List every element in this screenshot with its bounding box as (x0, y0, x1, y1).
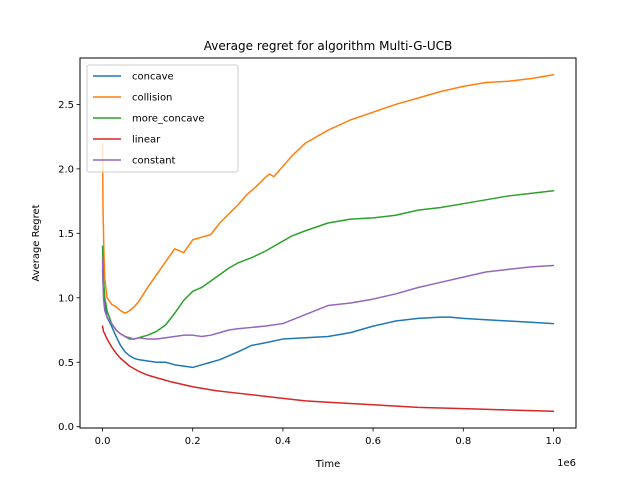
x-tick-label: 0.4 (275, 436, 291, 447)
x-axis-scale-label: 1e6 (557, 458, 576, 469)
y-tick-label: 1.5 (58, 229, 74, 240)
x-tick-label: 1.0 (546, 436, 562, 447)
y-tick-label: 0.5 (58, 358, 74, 369)
legend-label-linear: linear (132, 135, 161, 146)
y-axis-label: Average Regret (31, 204, 42, 281)
series-line-concave (101, 268, 555, 369)
x-axis-label: Time (315, 459, 340, 470)
x-tick-label: 0.2 (185, 436, 201, 447)
plot-frame (79, 57, 577, 429)
y-tick-label: 0.0 (58, 422, 74, 433)
y-tick-label: 2.0 (58, 164, 74, 175)
y-tick-label: 1.0 (58, 293, 74, 304)
series-line-linear (101, 325, 555, 412)
plot-lines (101, 74, 555, 412)
legend-label-concave: concave (132, 72, 174, 83)
x-tick-label: 0.0 (95, 436, 111, 447)
x-axis-ticks: 0.0 0.2 0.4 0.6 0.8 1.0 (95, 428, 562, 447)
x-tick-label: 0.6 (365, 436, 381, 447)
legend-label-collision: collision (132, 93, 172, 104)
y-tick-label: 2.5 (58, 100, 74, 111)
chart-title: Average regret for algorithm Multi-G-UCB (204, 39, 453, 53)
y-axis-ticks: 0.0 0.5 1.0 1.5 2.0 2.5 (58, 100, 80, 433)
series-line-collision (101, 74, 555, 315)
x-tick-label: 0.8 (455, 436, 471, 447)
legend-label-more-concave: more_concave (132, 114, 205, 125)
series-line-constant (101, 258, 555, 340)
legend-box (86, 64, 239, 173)
legend-label-constant: constant (132, 156, 176, 167)
